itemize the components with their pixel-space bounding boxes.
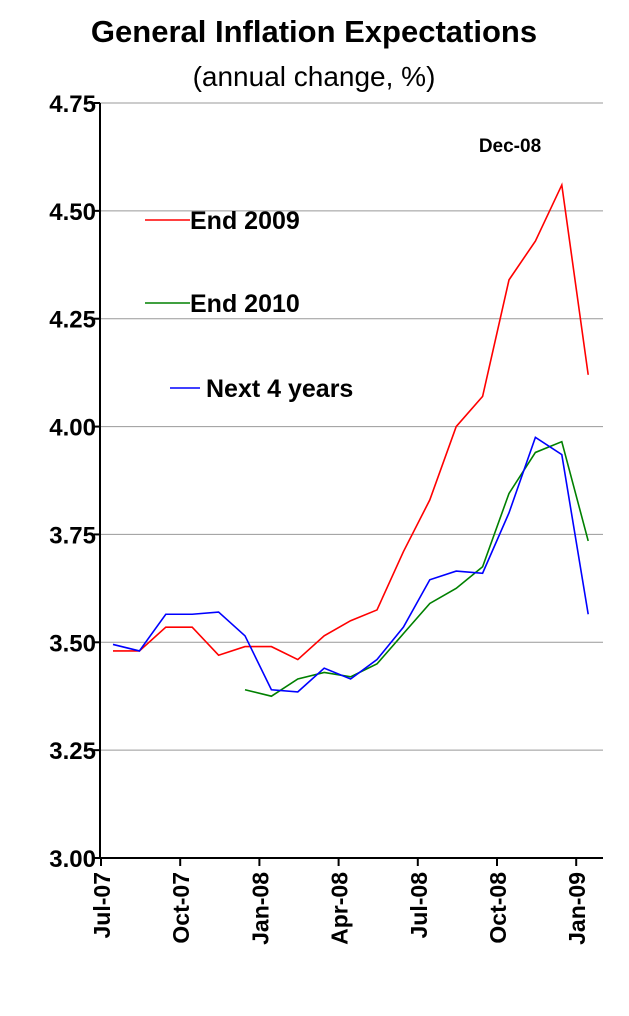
y-tick-label: 4.00 <box>49 415 96 442</box>
y-tick-label: 3.25 <box>49 738 96 765</box>
x-tick-label: Jul-08 <box>406 872 432 939</box>
x-tick-label: Jan-09 <box>564 872 590 945</box>
x-tick-label: Oct-08 <box>485 872 511 944</box>
legend-label: End 2010 <box>190 290 300 318</box>
x-tick-label: Jan-08 <box>247 872 273 945</box>
y-tick-label: 3.75 <box>49 522 96 549</box>
legend-label: Next 4 years <box>206 375 353 403</box>
annotation: Dec-08 <box>479 136 541 157</box>
x-tick-label: Oct-07 <box>168 872 194 944</box>
series-line <box>244 440 589 698</box>
x-tick-label: Apr-08 <box>327 872 353 945</box>
y-tick-label: 3.00 <box>49 846 96 873</box>
legend-label: End 2009 <box>190 207 300 235</box>
y-tick-label: 4.75 <box>49 91 96 118</box>
chart-subtitle: (annual change, %) <box>193 61 436 92</box>
series-line <box>113 182 589 661</box>
x-tick-label: Jul-07 <box>89 872 115 938</box>
chart-title: General Inflation Expectations <box>91 14 537 49</box>
y-tick-label: 4.50 <box>49 199 96 226</box>
series-line <box>112 436 589 693</box>
y-tick-label: 4.25 <box>49 307 96 334</box>
y-tick-label: 3.50 <box>49 630 96 657</box>
